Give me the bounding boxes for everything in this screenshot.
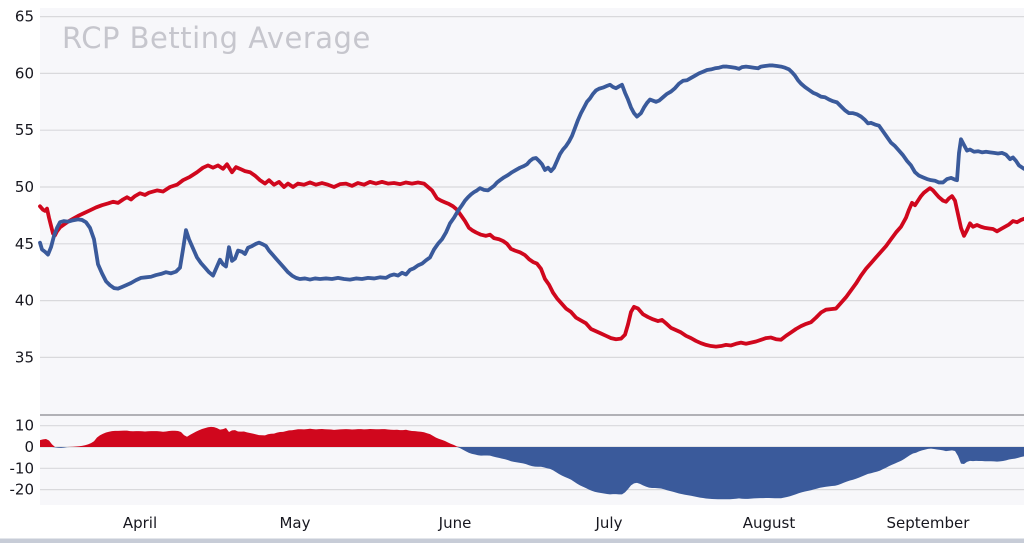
x-axis-month-label: May (279, 514, 310, 532)
bottom-border-bar (0, 538, 1024, 543)
main-y-tick-label: 65 (15, 8, 34, 26)
main-y-tick-label: 35 (15, 348, 34, 366)
main-y-tick-label: 60 (15, 64, 34, 82)
chart-title: RCP Betting Average (62, 21, 371, 55)
main-y-tick-label: 45 (15, 235, 34, 253)
red-series-line (38, 162, 1024, 349)
spread-area-blue-lead (40, 447, 1024, 500)
x-axis-month-label: April (123, 514, 157, 532)
spread-y-tick-label: -10 (10, 459, 35, 477)
x-axis-month-label: September (887, 514, 971, 532)
spread-y-tick-label: -20 (10, 481, 35, 499)
blue-series-line (38, 63, 1024, 291)
spread-area-red-lead (40, 426, 1024, 447)
spread-y-tick-label: 10 (15, 417, 34, 435)
main-y-tick-label: 40 (15, 292, 34, 310)
main-y-tick-label: 50 (15, 178, 34, 196)
spread-y-tick-label: 0 (24, 438, 34, 456)
x-axis-month-label: August (743, 514, 796, 532)
main-y-tick-label: 55 (15, 121, 34, 139)
x-axis-month-label: June (438, 514, 472, 532)
plot-background (40, 8, 1024, 505)
x-axis-month-label: July (595, 514, 623, 532)
